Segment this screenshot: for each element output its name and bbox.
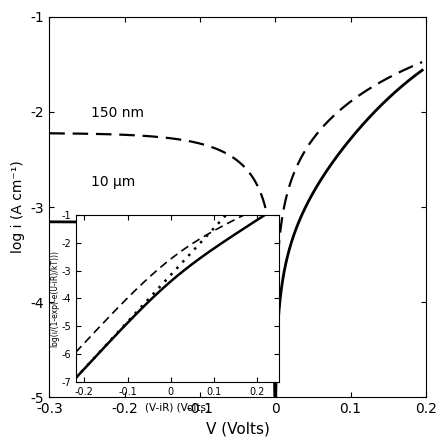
Text: 150 nm: 150 nm [90, 106, 144, 120]
X-axis label: V (Volts): V (Volts) [206, 422, 270, 437]
Text: 10 μm: 10 μm [90, 175, 135, 189]
Y-axis label: log i (A cm⁻¹): log i (A cm⁻¹) [11, 161, 25, 254]
